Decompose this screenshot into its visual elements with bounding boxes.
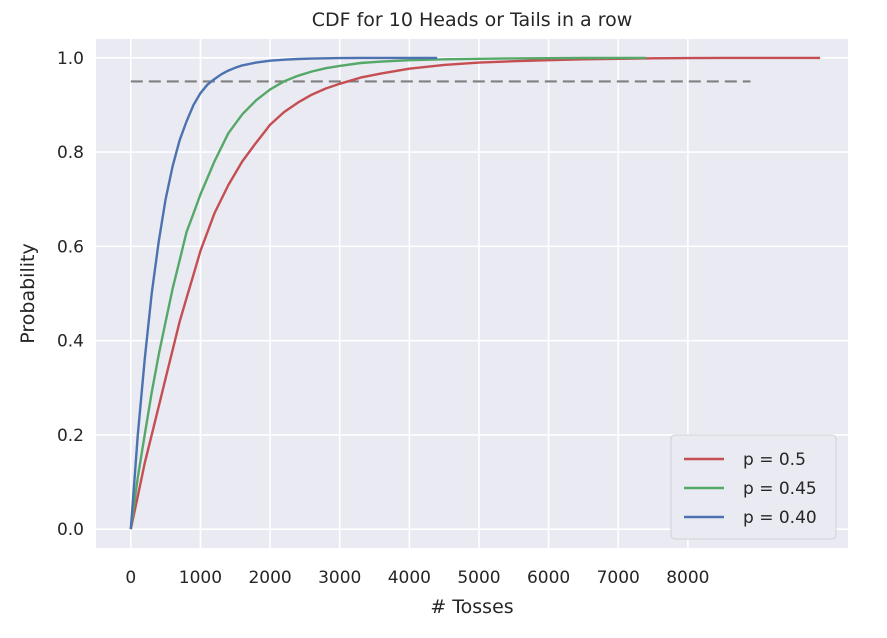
x-tick-label: 0 [125,568,136,588]
legend-label: p = 0.5 [743,450,806,470]
y-tick-label: 0.4 [57,332,84,352]
tick-labels: 0 1000 2000 3000 4000 5000 6000 7000 8000 0.0 0.2 0… [57,49,710,588]
x-tick-label: 5000 [457,568,500,588]
y-tick-label: 0.8 [57,143,84,163]
series-line-2 [129,56,647,530]
y-tick-label: 0.6 [57,237,84,257]
series-layer [129,56,821,530]
x-tick-label: 2000 [248,568,291,588]
x-tick-label: 6000 [527,568,570,588]
y-axis-title: Probability [17,243,39,343]
x-axis-title: # Tosses [430,596,513,618]
x-tick-label: 4000 [388,568,431,588]
x-tick-label: 1000 [179,568,222,588]
y-tick-label: 0.2 [57,426,84,446]
x-tick-label: 7000 [597,568,640,588]
y-tick-label: 1.0 [57,49,84,69]
legend: p = 0.5 p = 0.45 p = 0.40 [670,434,837,540]
x-tick-label: 3000 [318,568,361,588]
legend-label: p = 0.40 [743,508,817,528]
chart-title: CDF for 10 Heads or Tails in a row [312,9,633,31]
series-line-3 [129,56,438,530]
x-tick-label: 8000 [666,568,709,588]
y-tick-label: 0.0 [57,520,84,540]
legend-box [670,434,837,540]
legend-label: p = 0.45 [743,479,817,499]
